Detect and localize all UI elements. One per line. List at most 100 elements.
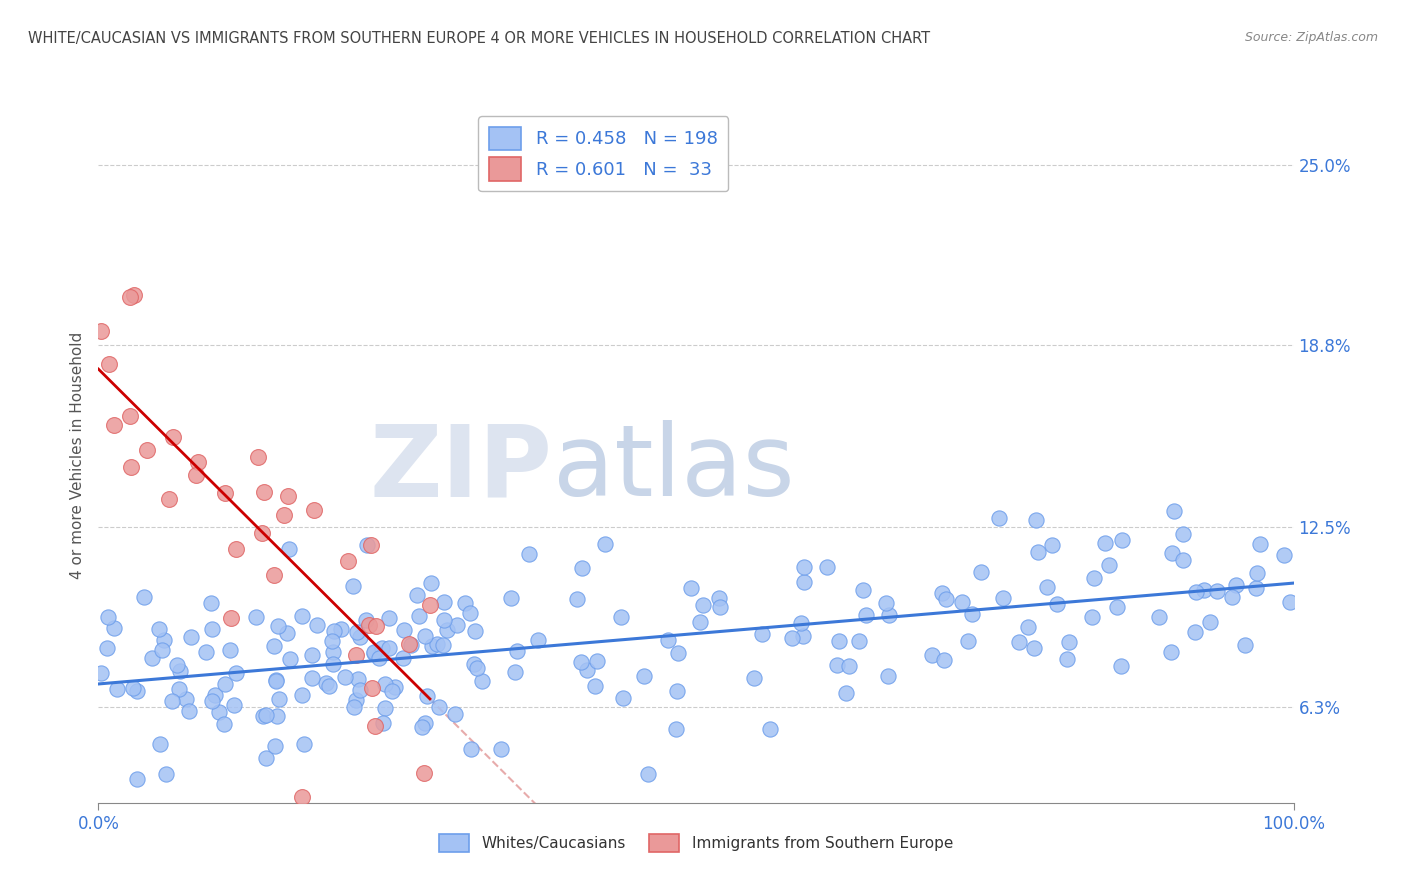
Point [960, 607, 983, 621]
Point [263, 640, 285, 654]
Point [246, 450, 269, 465]
Point [214, 677, 236, 691]
Point [744, 672, 766, 686]
Point [346, 625, 368, 640]
Point [517, 548, 540, 562]
Point [1022, 641, 1045, 656]
Point [103, 418, 125, 433]
Point [1206, 584, 1229, 599]
Point [1184, 624, 1206, 639]
Point [1171, 553, 1194, 567]
Point [593, 537, 616, 551]
Point [277, 489, 299, 503]
Point [254, 750, 277, 764]
Point [460, 742, 482, 756]
Point [132, 590, 155, 604]
Point [411, 720, 433, 734]
Point [1056, 652, 1078, 666]
Point [166, 657, 188, 672]
Point [665, 683, 688, 698]
Point [465, 661, 488, 675]
Point [1026, 545, 1049, 559]
Point [169, 664, 191, 678]
Point [433, 595, 456, 609]
Point [330, 623, 353, 637]
Point [443, 706, 465, 721]
Point [278, 542, 301, 557]
Point [609, 610, 631, 624]
Text: atlas: atlas [553, 420, 794, 517]
Legend: Whites/Caucasians, Immigrants from Southern Europe: Whites/Caucasians, Immigrants from South… [433, 828, 959, 858]
Point [665, 723, 688, 737]
Y-axis label: 4 or more Vehicles in Household: 4 or more Vehicles in Household [70, 331, 86, 579]
Point [321, 634, 343, 648]
Point [208, 705, 231, 719]
Point [276, 626, 298, 640]
Point [1008, 635, 1031, 649]
Point [420, 576, 443, 591]
Point [1171, 527, 1194, 541]
Point [408, 609, 430, 624]
Point [576, 663, 599, 677]
Point [1225, 578, 1247, 592]
Point [1046, 597, 1069, 611]
Point [413, 629, 436, 643]
Point [118, 409, 141, 423]
Point [413, 715, 436, 730]
Point [344, 648, 367, 662]
Point [1278, 595, 1301, 609]
Point [471, 673, 494, 688]
Point [96, 641, 118, 656]
Point [793, 560, 815, 574]
Point [264, 673, 287, 687]
Point [415, 690, 437, 704]
Point [225, 542, 247, 557]
Point [399, 638, 422, 652]
Point [124, 288, 146, 302]
Point [1163, 504, 1185, 518]
Point [343, 699, 366, 714]
Point [90, 324, 112, 338]
Point [266, 708, 288, 723]
Point [149, 737, 172, 751]
Point [180, 631, 202, 645]
Point [162, 430, 184, 444]
Point [125, 772, 148, 786]
Point [315, 676, 337, 690]
Point [489, 742, 512, 756]
Point [360, 681, 382, 695]
Point [333, 669, 356, 683]
Point [356, 539, 378, 553]
Point [363, 719, 385, 733]
Point [848, 633, 870, 648]
Point [1246, 566, 1268, 581]
Point [780, 632, 803, 646]
Point [363, 646, 385, 660]
Point [758, 722, 780, 736]
Point [391, 650, 413, 665]
Point [793, 574, 815, 589]
Point [269, 692, 291, 706]
Point [499, 591, 522, 606]
Point [342, 579, 364, 593]
Point [1249, 537, 1271, 551]
Point [1274, 548, 1296, 562]
Point [363, 644, 385, 658]
Point [301, 671, 323, 685]
Point [90, 665, 112, 680]
Point [186, 467, 208, 482]
Point [458, 607, 481, 621]
Point [200, 596, 222, 610]
Point [384, 680, 406, 694]
Point [815, 559, 838, 574]
Point [337, 553, 360, 567]
Point [254, 708, 277, 723]
Point [177, 704, 200, 718]
Point [612, 690, 634, 705]
Point [932, 653, 955, 667]
Point [322, 624, 344, 639]
Point [378, 610, 401, 624]
Point [371, 715, 394, 730]
Point [344, 693, 367, 707]
Point [637, 766, 659, 781]
